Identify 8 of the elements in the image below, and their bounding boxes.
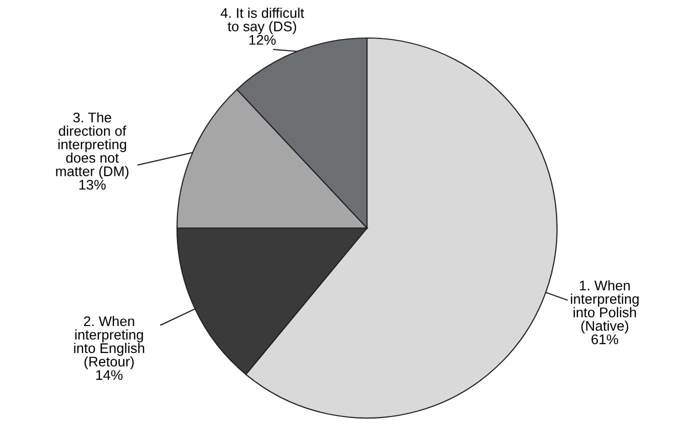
data-label: 61%	[592, 334, 618, 344]
slice-label: 2. When interpreting into English (Retour)	[74, 316, 144, 370]
data-label: 13%	[79, 180, 106, 190]
slice-label: 1. When interpreting into Polish (Native)	[570, 280, 639, 334]
slice-label: 3. The direction of interpreting does not matter (DM)	[56, 112, 128, 179]
data-label: 14%	[96, 370, 123, 380]
slice-label: 4. It is difficult to say (DS)	[220, 8, 304, 34]
data-label: 12%	[249, 34, 276, 45]
